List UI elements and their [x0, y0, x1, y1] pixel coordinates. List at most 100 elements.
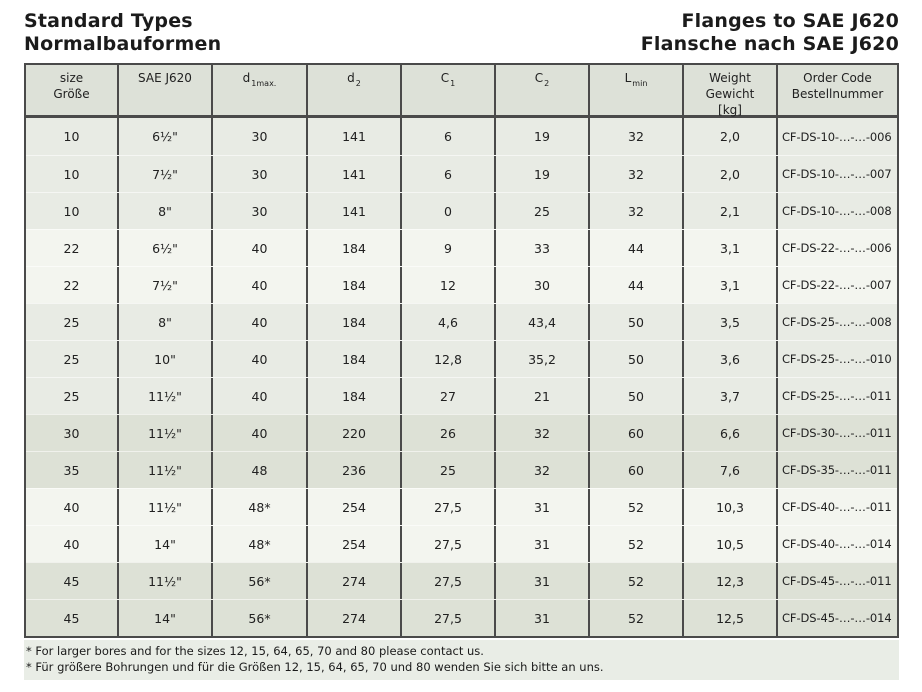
cell-d1: 40 — [213, 230, 308, 266]
table-row-size-40-11½: 40 11½" 48* 254 27,5 31 52 10,3 CF-DS-40-…-…-011 — [26, 488, 897, 525]
cell-d1: 40 — [213, 267, 308, 303]
page-title-de: Normalbauformen — [24, 33, 222, 55]
cell-order: CF-DS-35-…-…-011 — [782, 463, 892, 477]
cell-c1: 4,6 — [402, 304, 496, 340]
cell-order: CF-DS-45-…-…-014 — [782, 611, 892, 625]
cell-sae: 6½" — [119, 118, 213, 155]
cell-sae: 7½" — [119, 267, 213, 303]
cell-sae: 11½" — [119, 563, 213, 599]
cell-size: 22 — [26, 230, 119, 266]
cell-sae: 14" — [119, 600, 213, 636]
cell-weight: 7,6 — [684, 452, 778, 488]
column-header-sae: SAE J620 — [119, 65, 213, 118]
cell-c1: 27,5 — [402, 563, 496, 599]
table-row-size-25-11½: 25 11½" 40 184 27 21 50 3,7 CF-DS-25-…-…-011 — [26, 377, 897, 414]
cell-weight: 6,6 — [684, 415, 778, 451]
cell-lmin: 44 — [590, 230, 684, 266]
cell-weight: 12,3 — [684, 563, 778, 599]
cell-lmin: 52 — [590, 489, 684, 525]
column-header-c1: C1 — [402, 65, 496, 118]
column-header-c2: C2 — [496, 65, 590, 118]
cell-c1: 25 — [402, 452, 496, 488]
cell-d2: 184 — [308, 267, 402, 303]
cell-order: CF-DS-10-…-…-007 — [782, 167, 892, 181]
cell-d2: 274 — [308, 563, 402, 599]
table-row-size-45-14: 45 14" 56* 274 27,5 31 52 12,5 CF-DS-45-…-…-014 — [26, 599, 897, 636]
cell-c2: 35,2 — [496, 341, 590, 377]
cell-sae: 11½" — [119, 378, 213, 414]
cell-d2: 254 — [308, 489, 402, 525]
cell-c1: 27 — [402, 378, 496, 414]
page-subtitle-en: Flanges to SAE J620 — [681, 10, 899, 32]
cell-weight: 2,0 — [684, 118, 778, 155]
table-row-size-25-10: 25 10" 40 184 12,8 35,2 50 3,6 CF-DS-25-…-…-010 — [26, 340, 897, 377]
table-row-size-25-8: 25 8" 40 184 4,6 43,4 50 3,5 CF-DS-25-…-…-008 — [26, 303, 897, 340]
cell-c2: 31 — [496, 489, 590, 525]
table-body: 10 6½" 30 141 6 19 32 2,0 CF-DS-10-…-…-006 10 7½" 3… — [26, 118, 897, 636]
cell-order: CF-DS-22-…-…-006 — [782, 241, 892, 255]
cell-d2: 141 — [308, 193, 402, 229]
cell-lmin: 32 — [590, 118, 684, 155]
cell-size: 25 — [26, 378, 119, 414]
cell-lmin: 60 — [590, 452, 684, 488]
cell-d1: 48* — [213, 489, 308, 525]
table-row-size-22-7½: 22 7½" 40 184 12 30 44 3,1 CF-DS-22-…-…-007 — [26, 266, 897, 303]
cell-lmin: 32 — [590, 193, 684, 229]
table-row-size-35-11½: 35 11½" 48 236 25 32 60 7,6 CF-DS-35-…-…-011 — [26, 451, 897, 488]
table-row-size-40-14: 40 14" 48* 254 27,5 31 52 10,5 CF-DS-40-…-…-014 — [26, 525, 897, 562]
page-header: Standard Types Normalbauformen Flanges t… — [24, 10, 899, 56]
cell-d1: 40 — [213, 415, 308, 451]
cell-lmin: 32 — [590, 156, 684, 192]
cell-order: CF-DS-30-…-…-011 — [782, 426, 892, 440]
cell-order: CF-DS-40-…-…-014 — [782, 537, 892, 551]
table-row-size-22-6½: 22 6½" 40 184 9 33 44 3,1 CF-DS-22-…-…-006 — [26, 229, 897, 266]
table-row-size-10-8: 10 8" 30 141 0 25 32 2,1 CF-DS-10-…-…-008 — [26, 192, 897, 229]
cell-c2: 32 — [496, 415, 590, 451]
cell-d1: 30 — [213, 156, 308, 192]
cell-d1: 30 — [213, 193, 308, 229]
column-header-order: Order Code Bestellnummer — [791, 71, 884, 101]
cell-c1: 12 — [402, 267, 496, 303]
cell-lmin: 52 — [590, 600, 684, 636]
cell-c1: 12,8 — [402, 341, 496, 377]
cell-sae: 10" — [119, 341, 213, 377]
cell-order: CF-DS-45-…-…-011 — [782, 574, 892, 588]
cell-order: CF-DS-22-…-…-007 — [782, 278, 892, 292]
cell-d1: 30 — [213, 118, 308, 155]
cell-order: CF-DS-40-…-…-011 — [782, 500, 892, 514]
footnote-de: * Für größere Bohrungen und für die Größ… — [26, 660, 604, 674]
cell-weight: 3,1 — [684, 267, 778, 303]
cell-c2: 25 — [496, 193, 590, 229]
cell-order: CF-DS-10-…-…-008 — [782, 204, 892, 218]
cell-weight: 3,1 — [684, 230, 778, 266]
cell-lmin: 60 — [590, 415, 684, 451]
table-header-row: size Größe SAE J620 d1max. d2 C1 C2 Lmin Weight G… — [26, 65, 897, 118]
cell-size: 45 — [26, 600, 119, 636]
cell-sae: 6½" — [119, 230, 213, 266]
cell-sae: 11½" — [119, 489, 213, 525]
cell-sae: 11½" — [119, 452, 213, 488]
cell-d2: 236 — [308, 452, 402, 488]
cell-d2: 220 — [308, 415, 402, 451]
cell-d2: 184 — [308, 341, 402, 377]
footnotes: * For larger bores and for the sizes 12,… — [24, 640, 899, 680]
cell-size: 40 — [26, 489, 119, 525]
cell-weight: 2,0 — [684, 156, 778, 192]
cell-lmin: 52 — [590, 563, 684, 599]
cell-size: 10 — [26, 156, 119, 192]
column-header-lmin: Lmin — [590, 65, 684, 118]
cell-size: 25 — [26, 341, 119, 377]
cell-d2: 254 — [308, 526, 402, 562]
cell-d2: 141 — [308, 156, 402, 192]
table-row-size-10-6½: 10 6½" 30 141 6 19 32 2,0 CF-DS-10-…-…-006 — [26, 118, 897, 155]
cell-weight: 2,1 — [684, 193, 778, 229]
cell-d1: 40 — [213, 378, 308, 414]
cell-c2: 21 — [496, 378, 590, 414]
cell-lmin: 52 — [590, 526, 684, 562]
cell-d2: 184 — [308, 378, 402, 414]
cell-sae: 14" — [119, 526, 213, 562]
cell-c2: 43,4 — [496, 304, 590, 340]
cell-size: 25 — [26, 304, 119, 340]
table-row-size-30-11½: 30 11½" 40 220 26 32 60 6,6 CF-DS-30-…-…-011 — [26, 414, 897, 451]
